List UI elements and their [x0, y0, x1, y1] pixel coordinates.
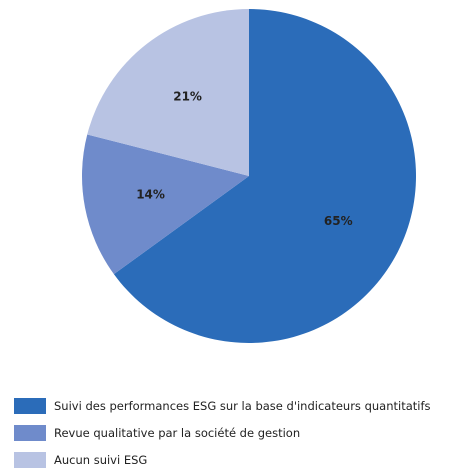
value-label: 65%	[324, 214, 353, 228]
legend-swatch	[14, 452, 46, 468]
value-label: 21%	[173, 89, 202, 103]
legend-swatch	[14, 425, 46, 441]
pie-slice	[87, 8, 249, 176]
pie-slice	[82, 134, 250, 275]
legend-label: Revue qualitative par la société de gest…	[54, 426, 300, 440]
legend-label: Aucun suivi ESG	[54, 453, 147, 467]
value-label: 14%	[136, 187, 165, 201]
legend-label: Suivi des performances ESG sur la base d…	[54, 399, 431, 413]
pie-slice	[113, 9, 416, 343]
legend-swatch	[14, 398, 46, 414]
